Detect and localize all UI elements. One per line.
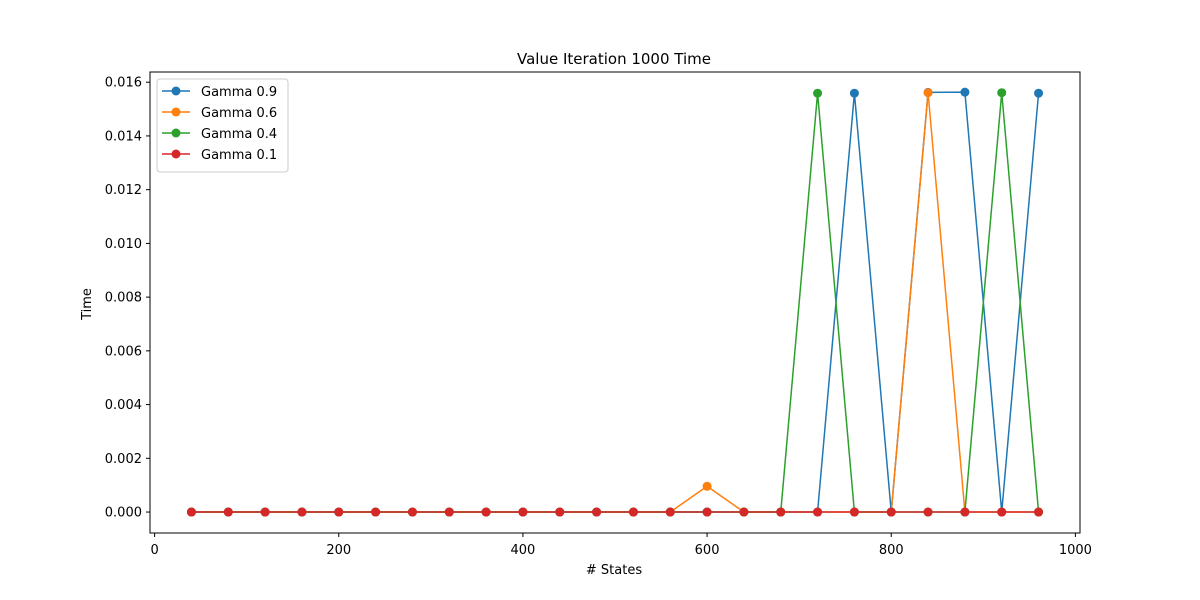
data-point (555, 507, 565, 517)
series-0 (186, 87, 1044, 517)
chart-title: Value Iteration 1000 Time (517, 50, 711, 68)
series-line (191, 91, 1040, 513)
data-point (960, 507, 970, 517)
legend-marker (171, 107, 181, 117)
data-point (665, 507, 675, 517)
y-tick-label: 0.014 (105, 129, 142, 144)
axes-frame (149, 71, 1081, 534)
legend-label: Gamma 0.1 (201, 148, 277, 163)
data-point (960, 87, 970, 97)
y-tick-label: 0.016 (105, 76, 142, 91)
data-point (776, 507, 786, 517)
legend: Gamma 0.9 Gamma 0.6 Gamma 0.4 Gamma 0.1 (156, 78, 289, 173)
y-axis-label: Time (80, 288, 95, 321)
data-point (297, 507, 307, 517)
legend-label: Gamma 0.4 (201, 127, 277, 142)
series-2 (186, 88, 1044, 517)
data-point (849, 88, 859, 98)
series-line (191, 91, 1040, 513)
y-tick-label: 0.000 (105, 506, 142, 521)
data-point (813, 507, 823, 517)
legend-label: Gamma 0.6 (201, 106, 277, 121)
data-point (223, 507, 233, 517)
data-point (260, 507, 270, 517)
y-tick-label: 0.004 (105, 398, 142, 413)
data-point (371, 507, 381, 517)
series-1 (186, 88, 1044, 517)
y-tick-label: 0.010 (105, 237, 142, 252)
legend-entry: Gamma 0.1 (162, 148, 277, 163)
data-point (186, 507, 196, 517)
data-point (334, 507, 344, 517)
legend-entry: Gamma 0.6 (162, 106, 277, 121)
x-axis-label: # States (586, 563, 642, 578)
y-tick-label: 0.012 (105, 183, 142, 198)
data-point (1034, 507, 1044, 517)
data-point (997, 507, 1007, 517)
y-tick-label: 0.008 (105, 291, 142, 306)
data-point (407, 507, 417, 517)
x-tick-label: 1000 (1059, 543, 1092, 558)
data-point (923, 88, 933, 98)
data-point (997, 88, 1007, 98)
x-tick-label: 0 (150, 543, 158, 558)
data-point (849, 507, 859, 517)
legend-label: Gamma 0.9 (201, 85, 277, 100)
data-point (444, 507, 454, 517)
data-point (702, 481, 712, 491)
plot-area (186, 87, 1044, 517)
data-point (813, 88, 823, 98)
data-point (886, 507, 896, 517)
data-point (739, 507, 749, 517)
x-tick-label: 600 (695, 543, 720, 558)
data-point (518, 507, 528, 517)
data-point (592, 507, 602, 517)
y-tick-label: 0.002 (105, 452, 142, 467)
y-tick-label: 0.006 (105, 344, 142, 359)
legend-box (156, 78, 289, 173)
x-tick-label: 400 (511, 543, 536, 558)
legend-marker (171, 149, 181, 159)
axes: 0 200 400 600 800 1000 0.000 0.002 0.004 0.006 0.0… (105, 71, 1092, 558)
x-tick-label: 800 (879, 543, 904, 558)
data-point (923, 507, 933, 517)
legend-marker (171, 128, 181, 138)
data-point (1034, 88, 1044, 98)
legend-entry: Gamma 0.4 (162, 127, 277, 142)
data-point (702, 507, 712, 517)
data-point (481, 507, 491, 517)
data-point (628, 507, 638, 517)
legend-entry: Gamma 0.9 (162, 85, 277, 100)
series-line (191, 91, 1039, 513)
legend-marker (171, 86, 181, 96)
x-tick-label: 200 (326, 543, 351, 558)
series-3 (186, 507, 1044, 517)
